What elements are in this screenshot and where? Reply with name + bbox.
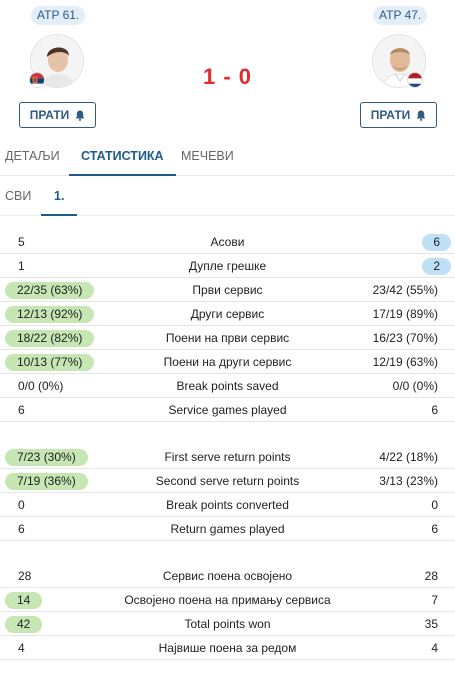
stat-right-value: 35	[424, 617, 438, 631]
stat-right-value: 4	[431, 641, 438, 655]
stat-left-value: 18/22 (82%)	[5, 330, 95, 347]
stat-right-value: 16/23 (70%)	[372, 331, 438, 345]
stat-row: 0/0 (0%) Break points saved 0/0 (0%)	[0, 374, 455, 398]
stat-label: Break points saved	[176, 379, 279, 393]
tab-statistics[interactable]: СТАТИСТИКА	[69, 140, 176, 176]
stat-label: Break points converted	[166, 498, 289, 512]
netherlands-flag-icon	[407, 72, 423, 88]
tab-set-1[interactable]: 1.	[41, 176, 78, 216]
stat-right-value: 12/19 (63%)	[372, 355, 438, 369]
stat-label: Поени на први сервис	[165, 331, 290, 345]
stat-row: 22/35 (63%) Први сервис 23/42 (55%)	[0, 278, 455, 302]
stat-left-value: 4	[18, 641, 25, 655]
stat-left-value: 6	[18, 403, 25, 417]
stat-left-value: 7/23 (30%)	[5, 449, 88, 466]
stat-right-value: 17/19 (89%)	[372, 307, 438, 321]
stat-left-value: 22/35 (63%)	[5, 282, 95, 299]
tab-matches[interactable]: МЕЧЕВИ	[181, 149, 234, 163]
stat-label: Return games played	[170, 522, 285, 536]
follow-player-left-button[interactable]: ПРАТИ	[19, 102, 96, 128]
stat-right-value: 23/42 (55%)	[372, 283, 438, 297]
player-left-rank[interactable]: ATP 61.	[31, 6, 86, 25]
tab-details[interactable]: ДЕТАЉИ	[5, 149, 60, 163]
stat-left-value: 0/0 (0%)	[18, 379, 64, 393]
stat-label: Second serve return points	[155, 474, 300, 488]
stat-right-value: 28	[424, 569, 438, 583]
stat-row: 18/22 (82%) Поени на први сервис 16/23 (70…	[0, 326, 455, 350]
stat-label: First serve return points	[164, 450, 291, 464]
stat-right-value: 3/13 (23%)	[379, 474, 438, 488]
bell-icon	[75, 110, 85, 121]
stat-left-value: 28	[18, 569, 32, 583]
statistics-table: 5 Асови 6 1 Дупле грешке 2 22/35 (63%) Први сер…	[0, 230, 455, 683]
stat-row: 14 Освојено поена на примању сервиса 7	[0, 588, 455, 612]
stat-label: Сервис поена освојено	[162, 569, 293, 583]
stats-group: 5 Асови 6 1 Дупле грешке 2 22/35 (63%) Први сер…	[0, 230, 455, 422]
stat-right-value: 2	[422, 258, 451, 275]
match-score: 1 - 0	[202, 64, 253, 89]
stat-label: Total points won	[184, 617, 271, 631]
follow-label: ПРАТИ	[370, 108, 411, 122]
stat-label: Дупле грешке	[188, 259, 267, 273]
stat-left-value: 1	[18, 259, 25, 273]
stat-label: Освојено поена на примању сервиса	[124, 593, 331, 607]
stat-left-value: 42	[5, 616, 43, 633]
stat-row: 7/19 (36%) Second serve return points 3/13…	[0, 469, 455, 493]
stat-left-value: 12/13 (92%)	[5, 306, 95, 323]
bell-icon	[416, 110, 426, 121]
serbia-flag-icon	[29, 72, 45, 88]
stat-right-value: 0	[431, 498, 438, 512]
stat-right-value: 0/0 (0%)	[392, 379, 438, 393]
stat-row: 12/13 (92%) Други сервис 17/19 (89%)	[0, 302, 455, 326]
stat-label: Први сервис	[192, 283, 263, 297]
stat-right-value: 6	[422, 234, 451, 251]
stat-label: Други сервис	[190, 307, 265, 321]
follow-label: ПРАТИ	[29, 108, 70, 122]
stat-right-value: 4/22 (18%)	[379, 450, 438, 464]
stat-left-value: 10/13 (77%)	[5, 354, 95, 371]
stat-right-value: 7	[431, 593, 438, 607]
stat-right-value: 6	[431, 403, 438, 417]
match-header: ATP 61. ATP 47.	[0, 0, 455, 140]
stat-left-value: 0	[18, 498, 25, 512]
stat-label: Највише поена за редом	[158, 641, 297, 655]
player-right-avatar[interactable]	[372, 34, 426, 88]
follow-player-right-button[interactable]: ПРАТИ	[360, 102, 437, 128]
stat-right-value: 6	[431, 522, 438, 536]
stat-row: 4 Највише поена за редом 4	[0, 636, 455, 660]
stat-row: 6 Return games played 6	[0, 517, 455, 541]
stat-row: 42 Total points won 35	[0, 612, 455, 636]
stats-group: 7/23 (30%) First serve return points 4/22 …	[0, 445, 455, 541]
stat-row: 10/13 (77%) Поени на други сервис 12/19 (6…	[0, 350, 455, 374]
stat-label: Асови	[210, 235, 245, 249]
stat-row: 5 Асови 6	[0, 230, 455, 254]
stat-left-value: 6	[18, 522, 25, 536]
stat-label: Service games played	[168, 403, 287, 417]
stat-row: 28 Сервис поена освојено 28	[0, 564, 455, 588]
main-tabs: ДЕТАЉИ СТАТИСТИКА МЕЧЕВИ	[0, 140, 455, 176]
tab-all-sets[interactable]: СВИ	[5, 189, 32, 203]
player-right-rank[interactable]: ATP 47.	[373, 6, 428, 25]
stat-row: 0 Break points converted 0	[0, 493, 455, 517]
stat-left-value: 7/19 (36%)	[5, 473, 88, 490]
stat-row: 6 Service games played 6	[0, 398, 455, 422]
stat-left-value: 14	[5, 592, 43, 609]
stats-group: 28 Сервис поена освојено 28 14 Освојено поен…	[0, 564, 455, 660]
stat-row: 7/23 (30%) First serve return points 4/22 …	[0, 445, 455, 469]
stat-row: 1 Дупле грешке 2	[0, 254, 455, 278]
stat-left-value: 5	[18, 235, 25, 249]
stat-label: Поени на други сервис	[163, 355, 292, 369]
set-tabs: СВИ 1.	[0, 176, 455, 216]
